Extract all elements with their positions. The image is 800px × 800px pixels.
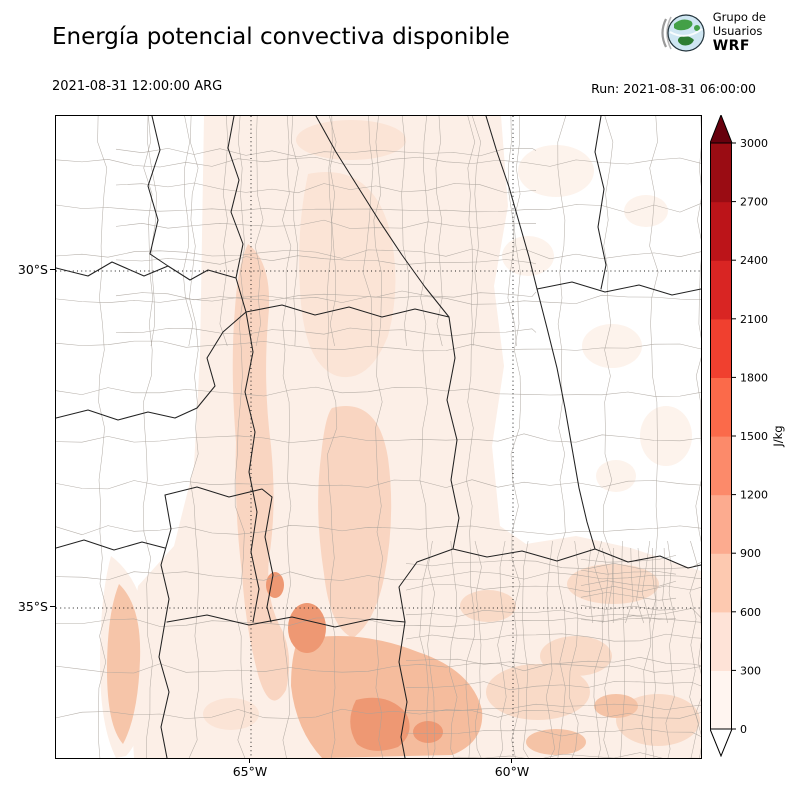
lon-label-60w: 60°W	[494, 764, 530, 779]
svg-text:900: 900	[740, 547, 761, 560]
y-tick-30s	[50, 269, 55, 271]
svg-text:600: 600	[740, 606, 761, 619]
wrf-logo-text: Grupo de Usuarios WRF	[713, 11, 766, 55]
map-frame	[55, 115, 702, 759]
logo-line-2: Usuarios	[712, 23, 763, 38]
lon-label-65w: 65°W	[232, 764, 268, 779]
lat-label-30s: 30°S	[17, 262, 48, 277]
logo-line-1: Grupo de	[712, 10, 766, 25]
svg-text:1500: 1500	[740, 430, 768, 443]
cape-shading	[100, 116, 701, 758]
x-tick-60w	[511, 758, 513, 763]
y-tick-35s	[50, 606, 55, 608]
svg-text:1800: 1800	[740, 371, 768, 384]
province-borders	[56, 116, 701, 758]
svg-text:3000: 3000	[740, 137, 768, 150]
svg-text:2100: 2100	[740, 313, 768, 326]
svg-text:300: 300	[740, 664, 761, 677]
x-tick-65w	[249, 758, 251, 763]
svg-text:1200: 1200	[740, 489, 768, 502]
wrf-logo: Grupo de Usuarios WRF	[658, 10, 766, 56]
colorbar: 0 300 600 900 1200 1500 1800 2100 2400 2700 3000	[709, 113, 770, 761]
valid-time: 2021-08-31 12:00:00 ARG	[52, 79, 223, 94]
colorbar-unit-label: J/kg	[771, 425, 785, 447]
svg-text:0: 0	[740, 723, 747, 736]
map-svg	[56, 116, 701, 758]
lat-label-35s: 35°S	[17, 599, 48, 614]
wrf-globe-icon	[661, 14, 705, 52]
colorbar-svg: 0 300 600 900 1200 1500 1800 2100 2400 2700 3000	[709, 113, 768, 758]
svg-text:2700: 2700	[740, 196, 768, 209]
svg-text:2400: 2400	[740, 254, 768, 267]
figure-title: Energía potencial convectiva disponible	[52, 24, 510, 50]
logo-line-wrf: WRF	[712, 38, 750, 55]
run-time: Run: 2021-08-31 06:00:00	[591, 81, 756, 96]
dept-mesh	[56, 116, 701, 758]
